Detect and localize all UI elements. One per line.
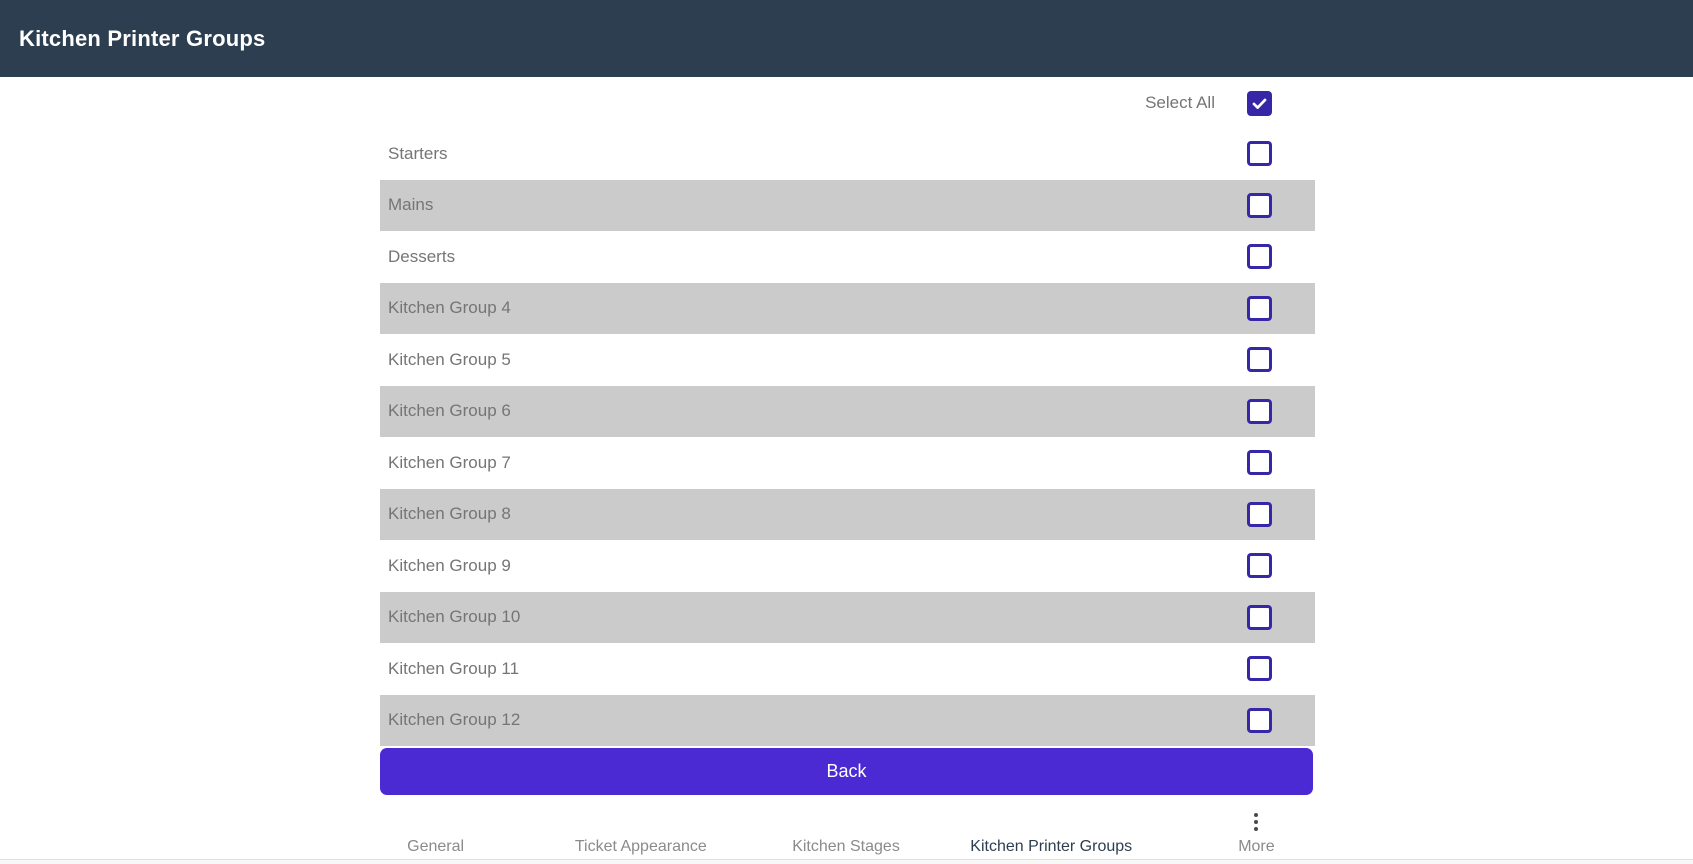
group-checkbox[interactable]	[1247, 656, 1272, 682]
list-item[interactable]: Kitchen Group 4	[380, 282, 1315, 334]
group-label: Desserts	[388, 246, 456, 266]
list-item[interactable]: Kitchen Group 11	[380, 643, 1315, 695]
bottom-edge-strip	[0, 859, 1693, 864]
tab-label: General	[407, 838, 465, 855]
list-item[interactable]: Kitchen Group 7	[380, 437, 1315, 489]
group-checkbox[interactable]	[1247, 192, 1272, 218]
group-label: Kitchen Group 11	[388, 658, 520, 678]
tab-label: Kitchen Stages	[792, 838, 900, 855]
tab-label: Ticket Appearance	[574, 838, 707, 855]
group-label: Mains	[388, 195, 434, 215]
back-button[interactable]: Back	[380, 748, 1313, 795]
group-checkbox[interactable]	[1247, 604, 1272, 630]
group-checkbox[interactable]	[1247, 347, 1272, 373]
check-icon	[1252, 98, 1267, 109]
group-checkbox[interactable]	[1247, 141, 1272, 167]
select-all-checkbox[interactable]	[1247, 90, 1272, 116]
page-title: Kitchen Printer Groups	[19, 25, 266, 51]
group-label: Kitchen Group 5	[388, 349, 511, 369]
group-checkbox[interactable]	[1247, 450, 1272, 476]
list-item[interactable]: Kitchen Group 8	[380, 488, 1315, 540]
group-label: Kitchen Group 8	[388, 504, 511, 524]
tab-general[interactable]: General	[333, 838, 538, 856]
group-checkbox[interactable]	[1247, 553, 1272, 579]
list-item[interactable]: Kitchen Group 6	[380, 385, 1315, 437]
printer-group-list: Starters Mains Desserts Kitchen Group 4 Kitc…	[380, 128, 1315, 746]
group-label: Kitchen Group 4	[388, 298, 511, 318]
group-checkbox[interactable]	[1247, 501, 1272, 527]
kebab-menu-icon[interactable]	[1254, 813, 1259, 833]
group-label: Starters	[388, 143, 448, 163]
group-label: Kitchen Group 7	[388, 452, 511, 472]
group-label: Kitchen Group 9	[388, 555, 511, 575]
tab-ticket-appearance[interactable]: Ticket Appearance	[538, 838, 743, 856]
group-label: Kitchen Group 12	[388, 710, 521, 730]
list-item[interactable]: Kitchen Group 9	[380, 540, 1315, 592]
list-item[interactable]: Kitchen Group 5	[380, 334, 1315, 386]
list-item[interactable]: Kitchen Group 12	[380, 694, 1315, 746]
bottom-nav: General Ticket Appearance Kitchen Stages Ki…	[333, 813, 1359, 856]
group-label: Kitchen Group 6	[388, 401, 511, 421]
list-item[interactable]: Starters	[380, 128, 1315, 180]
tab-label: More	[1238, 838, 1275, 855]
tab-label: Kitchen Printer Groups	[970, 838, 1133, 855]
list-item[interactable]: Kitchen Group 10	[380, 591, 1315, 643]
tab-kitchen-printer-groups[interactable]: Kitchen Printer Groups	[949, 838, 1154, 856]
list-item[interactable]: Desserts	[380, 231, 1315, 283]
group-checkbox[interactable]	[1247, 244, 1272, 270]
app-bar: Kitchen Printer Groups	[0, 0, 1693, 77]
group-label: Kitchen Group 10	[388, 607, 521, 627]
tab-more[interactable]: More	[1154, 813, 1359, 856]
list-item[interactable]: Mains	[380, 179, 1315, 231]
tab-kitchen-stages[interactable]: Kitchen Stages	[743, 838, 948, 856]
group-checkbox[interactable]	[1247, 295, 1272, 321]
group-checkbox[interactable]	[1247, 707, 1272, 733]
group-checkbox[interactable]	[1247, 398, 1272, 424]
select-all-row: Select All	[0, 88, 1272, 118]
select-all-label: Select All	[1145, 93, 1215, 112]
